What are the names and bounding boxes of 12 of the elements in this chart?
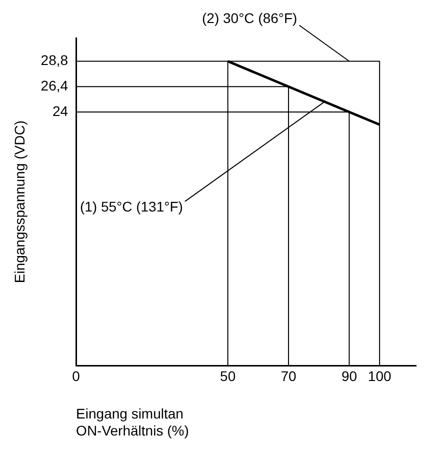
y-tick-label: 24 [52, 102, 68, 119]
annotation: (2) 30°C (86°F) [202, 10, 298, 26]
x-tick-label: 70 [280, 368, 297, 384]
x-axis-title: Eingang simultan ON-Verhältnis (%) [76, 406, 189, 438]
x-tick-label: 100 [368, 368, 392, 384]
annotation: (1) 55°C (131°F) [80, 198, 183, 214]
y-tick-label: 28,8 [40, 52, 68, 68]
x-tick-label: 50 [220, 368, 236, 384]
y-tick-label: 26,4 [40, 77, 68, 94]
y-axis-title: Eingangsspannung (VDC) [11, 120, 28, 284]
x-tick-label: 0 [72, 368, 80, 384]
x-tick-label: 90 [341, 368, 358, 384]
